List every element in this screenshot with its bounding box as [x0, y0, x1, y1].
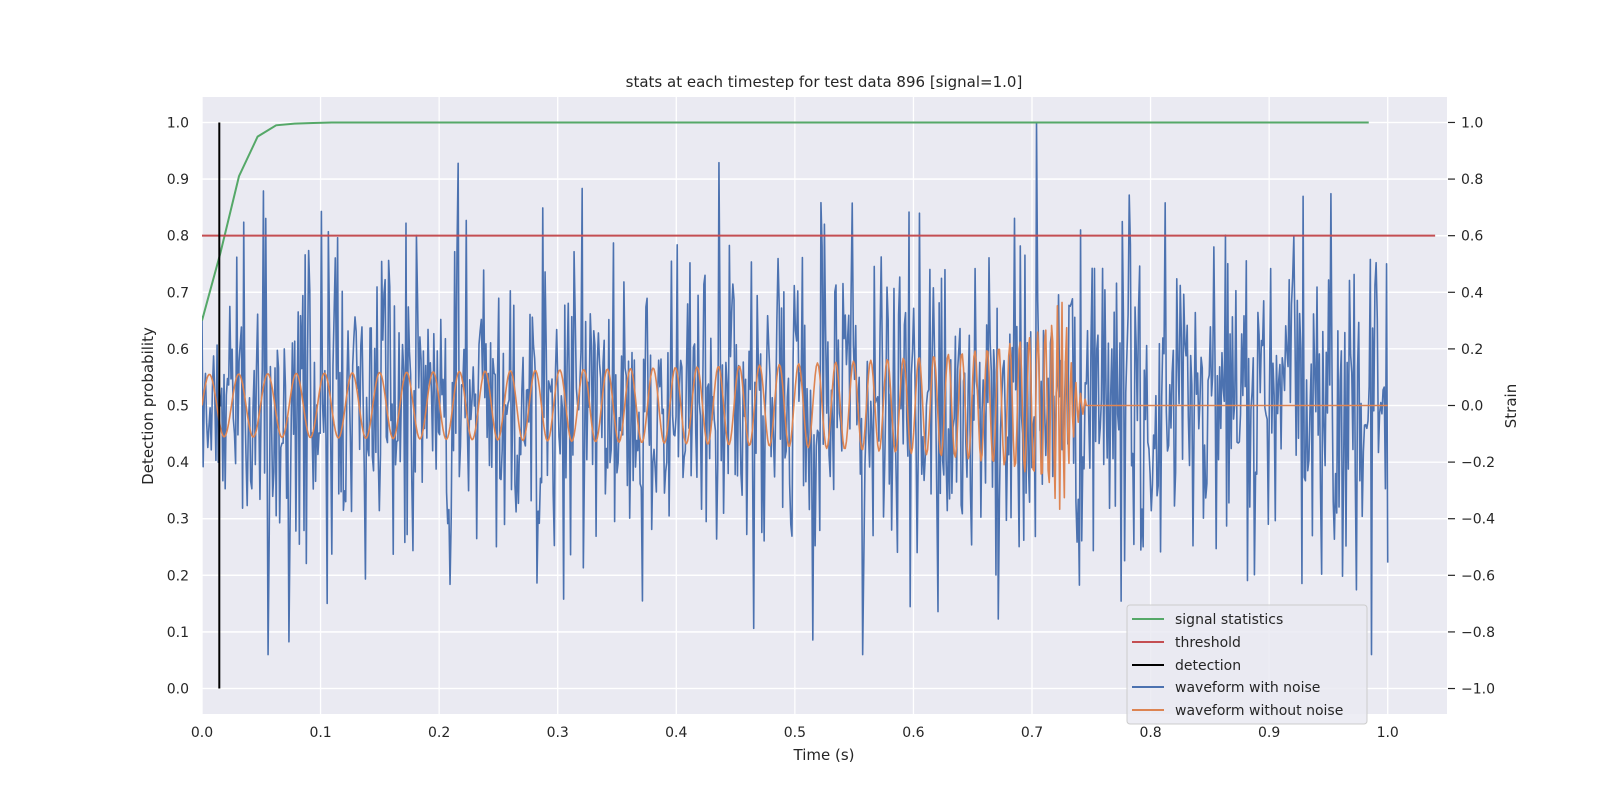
- chart-title: stats at each timestep for test data 896…: [626, 73, 1023, 91]
- x-axis-ticks: 0.0 0.1 0.2 0.3 0.4 0.5 0.6 0.7 0.8 0.9 1.0: [191, 725, 1399, 741]
- x-tick-label: 0.8: [1139, 725, 1161, 741]
- x-tick-label: 0.3: [547, 725, 569, 741]
- right-y-tick-label: −1.0: [1461, 682, 1495, 698]
- x-tick-label: 0.6: [902, 725, 924, 741]
- x-tick-label: 0.0: [191, 725, 213, 741]
- x-tick-label: 0.5: [784, 725, 806, 741]
- right-y-tick-label: −0.6: [1461, 568, 1495, 584]
- legend-box: [1126, 604, 1368, 725]
- left-y-tick-label: 0.3: [167, 512, 189, 528]
- left-y-tick-label: 0.0: [167, 682, 189, 698]
- right-y-tick-label: −0.4: [1461, 512, 1495, 528]
- x-tick-label: 0.2: [428, 725, 450, 741]
- x-tick-label: 0.1: [309, 725, 331, 741]
- series-signal-statistics: [202, 121, 1369, 321]
- series-waveform-with-noise: [202, 121, 1389, 656]
- legend-label-waveform-without-noise: waveform without noise: [1175, 703, 1343, 719]
- left-y-tick-label: 0.1: [167, 625, 189, 641]
- right-y-axis-label: Strain: [1502, 384, 1520, 428]
- x-tick-label: 0.4: [665, 725, 687, 741]
- series-waveform-without-noise: [202, 301, 1388, 511]
- right-y-tick-label: 0.6: [1461, 229, 1483, 245]
- legend-label-detection: detection: [1175, 658, 1241, 674]
- left-y-tick-label: 0.8: [167, 229, 189, 245]
- left-y-tick-label: 1.0: [167, 115, 189, 131]
- legend: signal statistics threshold detection wa…: [1126, 604, 1368, 725]
- left-y-tick-label: 0.2: [167, 568, 189, 584]
- right-y-axis-ticks: −1.0 −0.8 −0.6 −0.4 −0.2 0.0 0.2 0.4 0.6 0.8 1.0: [1448, 115, 1495, 698]
- left-y-tick-label: 0.9: [167, 172, 189, 188]
- right-y-tick-label: 0.2: [1461, 342, 1483, 358]
- right-y-tick-label: 1.0: [1461, 115, 1483, 131]
- left-y-axis-label: Detection probability: [139, 327, 157, 485]
- x-tick-label: 1.0: [1377, 725, 1399, 741]
- x-axis-label: Time (s): [793, 746, 855, 764]
- left-y-tick-label: 0.4: [167, 455, 189, 471]
- right-y-tick-label: −0.2: [1461, 455, 1495, 471]
- left-y-tick-label: 0.6: [167, 342, 189, 358]
- left-y-tick-label: 0.5: [167, 399, 189, 415]
- right-y-tick-label: 0.4: [1461, 285, 1483, 301]
- right-y-tick-label: 0.8: [1461, 172, 1483, 188]
- x-tick-label: 0.7: [1021, 725, 1043, 741]
- right-y-tick-label: −0.8: [1461, 625, 1495, 641]
- left-y-tick-label: 0.7: [167, 285, 189, 301]
- legend-label-signal-statistics: signal statistics: [1175, 612, 1283, 628]
- x-tick-label: 0.9: [1258, 725, 1280, 741]
- legend-label-threshold: threshold: [1175, 635, 1241, 651]
- left-y-axis-ticks: 0.0 0.1 0.2 0.3 0.4 0.5 0.6 0.7 0.8 0.9 1.0: [167, 115, 189, 697]
- right-y-tick-label: 0.0: [1461, 399, 1483, 415]
- legend-label-waveform-with-noise: waveform with noise: [1175, 680, 1320, 696]
